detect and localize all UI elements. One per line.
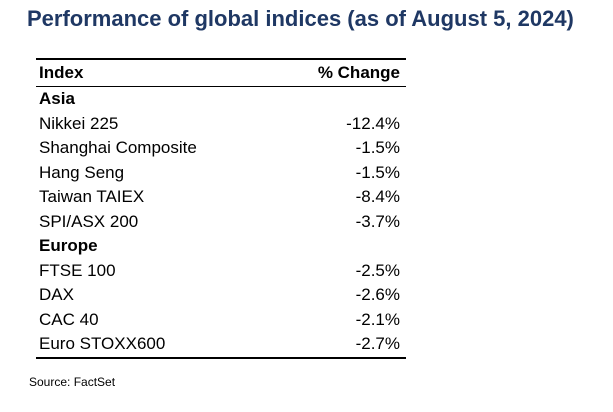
index-name: DAX [39,285,74,304]
source-note: Source: FactSet [29,375,116,389]
table-row: Euro STOXX600 -2.7% [36,332,406,357]
index-change: -1.5% [355,162,400,182]
group-header-europe: Europe [36,234,406,259]
index-name: Nikkei 225 [39,113,119,133]
index-change: -12.4% [346,113,400,133]
index-change: -2.1% [355,309,400,329]
table-row: Nikkei 225 -12.4% [36,112,406,137]
index-change: -2.7% [355,334,400,353]
table-row: Shanghai Composite -1.5% [36,136,406,161]
index-name: Hang Seng [39,162,125,182]
index-name: Taiwan TAIEX [39,187,145,206]
index-change: -2.5% [355,260,400,280]
table-row: DAX -2.6% [36,283,406,308]
group-label: Europe [39,236,98,255]
index-change: -1.5% [355,138,400,157]
indices-table: Index % Change Asia Nikkei 225 -12.4% Sh… [36,58,406,359]
group-label: Asia [39,89,75,108]
table-row: Hang Seng -1.5% [36,161,406,186]
group-header-asia: Asia [36,87,406,112]
column-header-index: Index [39,63,84,82]
table-row: Taiwan TAIEX -8.4% [36,185,406,210]
index-name: Shanghai Composite [39,138,197,157]
index-name: FTSE 100 [39,260,116,280]
index-change: -2.6% [355,285,400,304]
index-name: CAC 40 [39,309,99,329]
table-row: SPI/ASX 200 -3.7% [36,210,406,235]
page-title: Performance of global indices (as of Aug… [27,6,574,31]
table-row: CAC 40 -2.1% [36,308,406,333]
index-change: -8.4% [355,187,400,206]
index-name: SPI/ASX 200 [39,211,139,231]
index-name: Euro STOXX600 [39,334,166,353]
table-row: FTSE 100 -2.5% [36,259,406,284]
column-header-change: % Change [317,63,400,82]
table-header-row: Index % Change [36,60,406,87]
index-change: -3.7% [355,211,400,231]
